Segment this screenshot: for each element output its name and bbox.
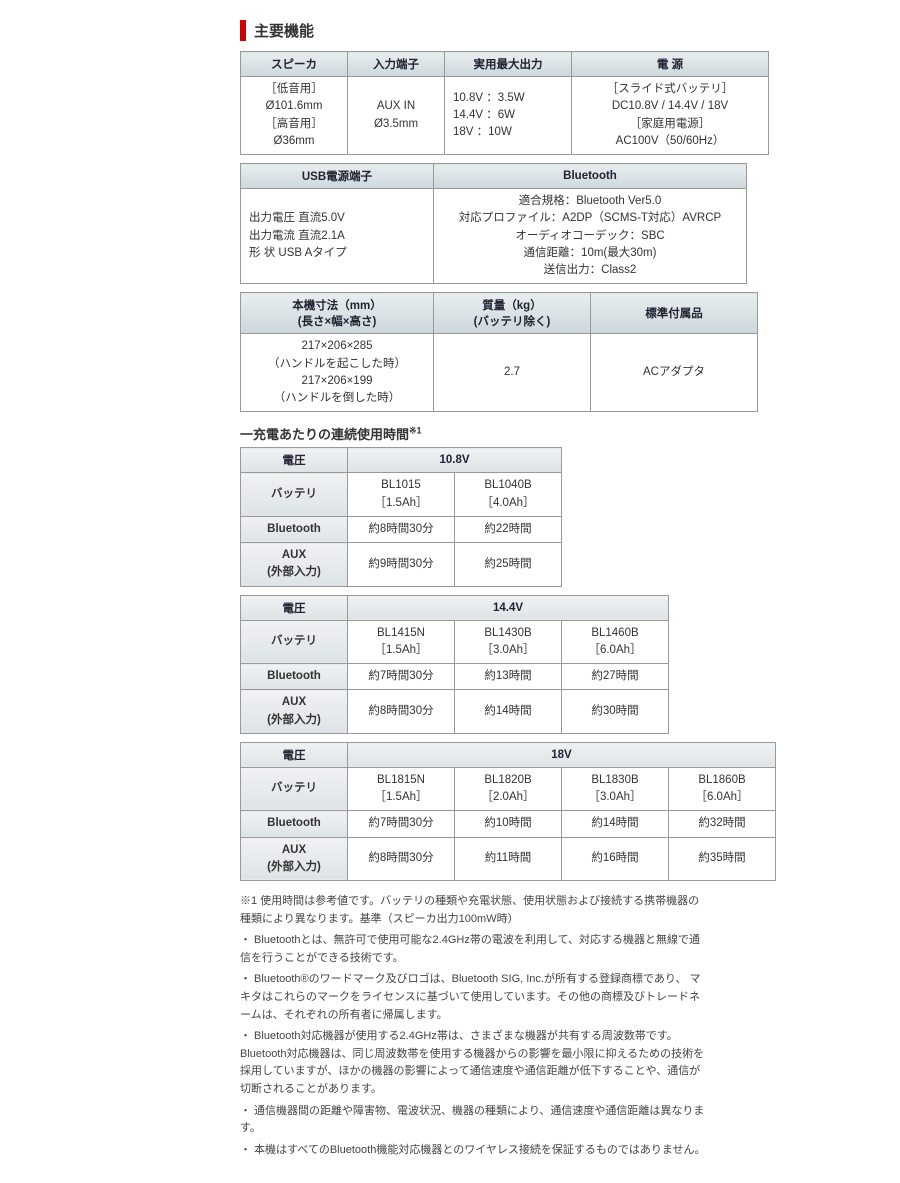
td-bluetooth: 適合規格：Bluetooth Ver5.0対応プロファイル：A2DP（SCMS-…	[434, 189, 747, 284]
note-line: ・ 通信機器間の距離や障害物、電波状況、機器の種類により、通信速度や通信距離は異…	[240, 1103, 710, 1138]
th-input: 入力端子	[348, 52, 445, 77]
section-title: 主要機能	[240, 20, 860, 41]
note-line: ※1 使用時間は参考値です。バッテリの種類や充電状態、使用状態および接続する携帯…	[240, 893, 710, 928]
note-line: ・ Bluetooth®のワードマーク及びロゴは、Bluetooth SIG, …	[240, 971, 710, 1024]
note-line: ・ Bluetoothとは、無許可で使用可能な2.4GHz帯の電波を利用して、対…	[240, 932, 710, 967]
td-dimensions: 217×206×285（ハンドルを起こした時）217×206×199（ハンドルを…	[241, 334, 434, 412]
spec-table-3: 本機寸法（mm）(長さ×幅×高さ) 質量（kg）(バッテリ除く) 標準付属品 2…	[240, 292, 758, 412]
runtime-18: 電圧18VバッテリBL1815N［1.5Ah］BL1820B［2.0Ah］BL1…	[240, 742, 776, 881]
runtime-tables: 電圧10.8VバッテリBL1015［1.5Ah］BL1040B［4.0Ah］Bl…	[240, 447, 860, 881]
td-output: 10.8V ：3.5W14.4V ：6W18V ：10W	[445, 77, 572, 155]
spec-table-1: スピーカ 入力端子 実用最大出力 電 源 ［低音用］Ø101.6mm［高音用］Ø…	[240, 51, 769, 155]
runtime-heading-text: 一充電あたりの連続使用時間	[240, 427, 409, 442]
th-bluetooth: Bluetooth	[434, 164, 747, 189]
runtime-sup: ※1	[409, 426, 422, 436]
td-input: AUX INØ3.5mm	[348, 77, 445, 155]
th-output: 実用最大出力	[445, 52, 572, 77]
note-line: ・ 本機はすべてのBluetooth機能対応機器とのワイヤレス接続を保証するもの…	[240, 1142, 710, 1160]
th-dimensions: 本機寸法（mm）(長さ×幅×高さ)	[241, 293, 434, 334]
th-speaker: スピーカ	[241, 52, 348, 77]
td-usb: 出力電圧 直流5.0V出力電流 直流2.1A形 状 USB Aタイプ	[241, 189, 434, 284]
td-speaker: ［低音用］Ø101.6mm［高音用］Ø36mm	[241, 77, 348, 155]
runtime-108: 電圧10.8VバッテリBL1015［1.5Ah］BL1040B［4.0Ah］Bl…	[240, 447, 562, 586]
th-weight: 質量（kg）(バッテリ除く)	[434, 293, 591, 334]
td-accessories: ACアダプタ	[591, 334, 758, 412]
runtime-144: 電圧14.4VバッテリBL1415N［1.5Ah］BL1430B［3.0Ah］B…	[240, 595, 669, 734]
th-accessories: 標準付属品	[591, 293, 758, 334]
th-power: 電 源	[572, 52, 769, 77]
td-weight: 2.7	[434, 334, 591, 412]
spec-tables: スピーカ 入力端子 実用最大出力 電 源 ［低音用］Ø101.6mm［高音用］Ø…	[240, 51, 860, 412]
notes: ※1 使用時間は参考値です。バッテリの種類や充電状態、使用状態および接続する携帯…	[240, 893, 710, 1159]
runtime-heading: 一充電あたりの連続使用時間※1	[240, 424, 860, 443]
th-usb: USB電源端子	[241, 164, 434, 189]
td-power: ［スライド式バッテリ］DC10.8V / 14.4V / 18V［家庭用電源］A…	[572, 77, 769, 155]
note-line: ・ Bluetooth対応機器が使用する2.4GHz帯は、さまざまな機器が共有す…	[240, 1028, 710, 1098]
spec-table-2: USB電源端子 Bluetooth 出力電圧 直流5.0V出力電流 直流2.1A…	[240, 163, 747, 284]
